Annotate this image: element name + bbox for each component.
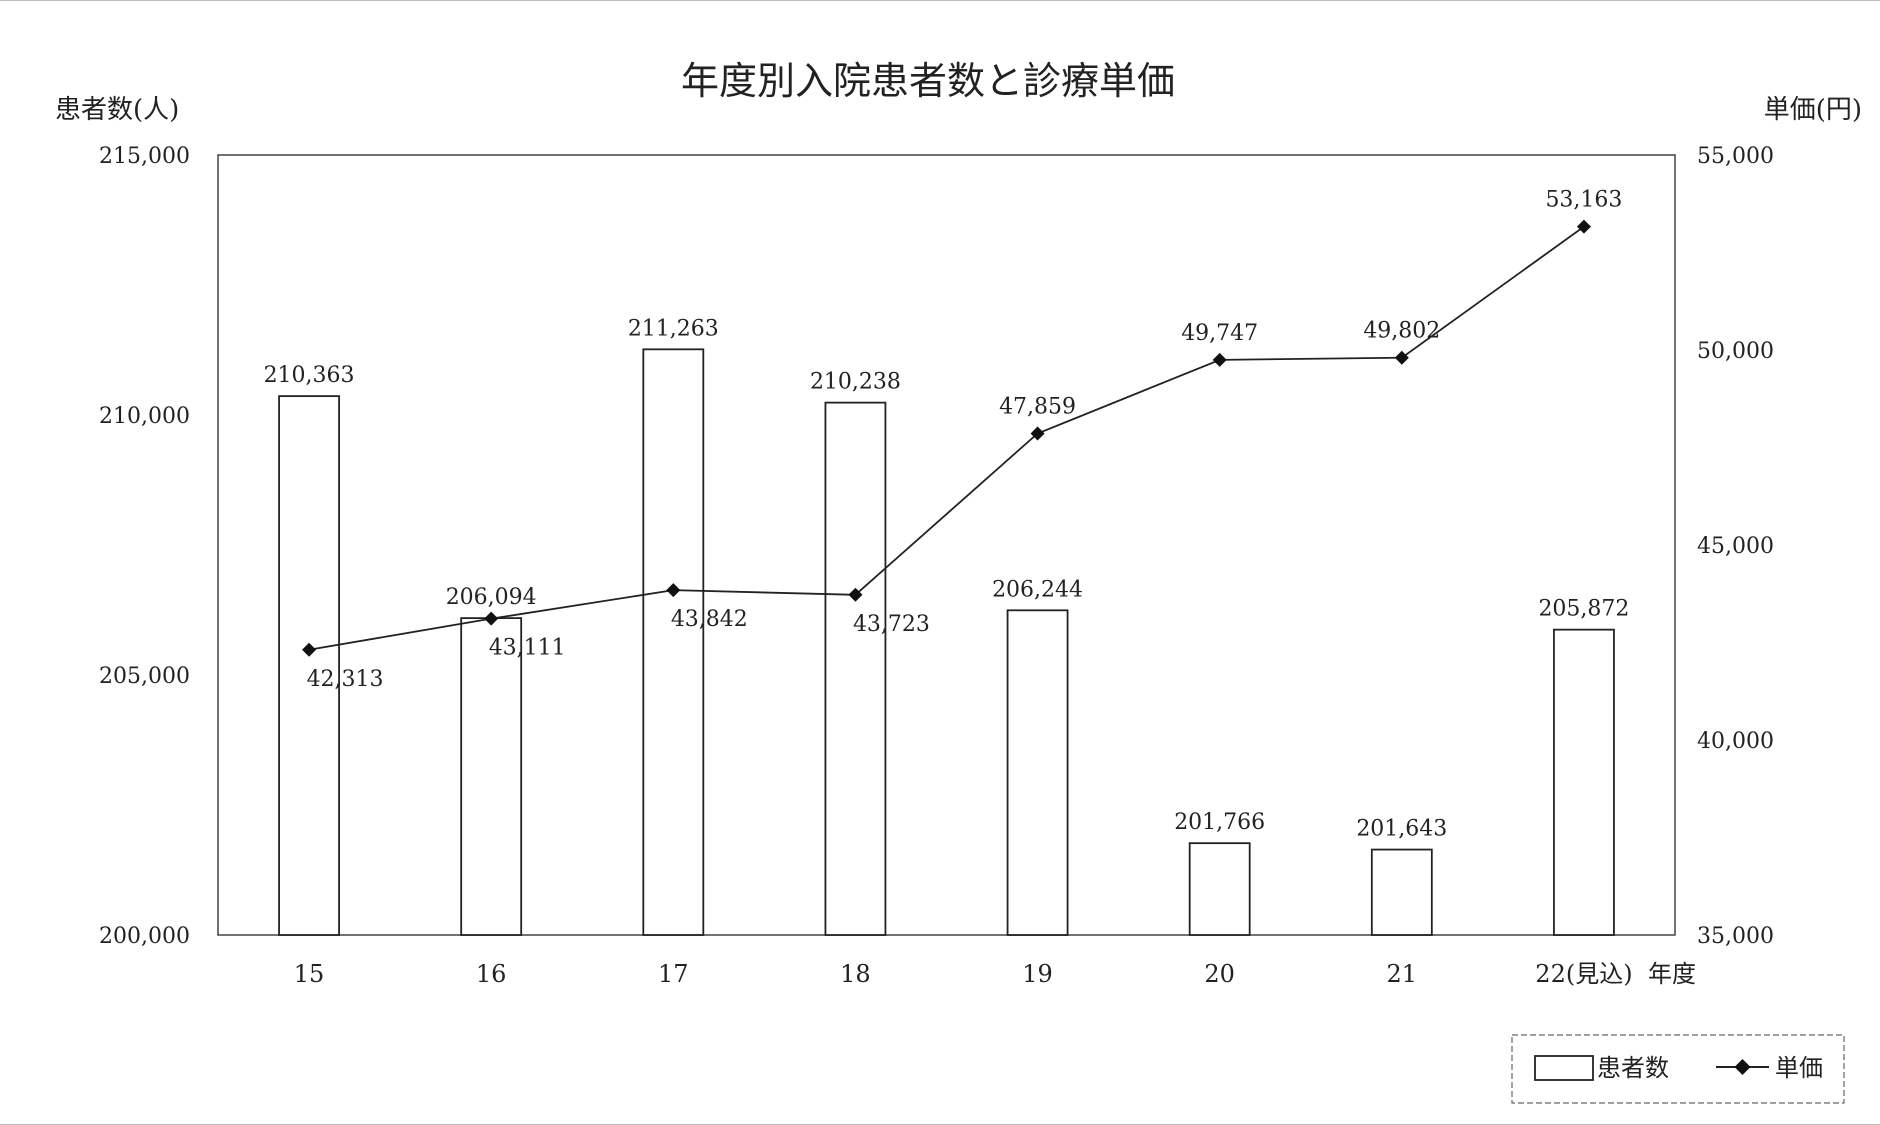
price-marker [1212,352,1227,367]
bar-value-label: 210,363 [264,363,355,388]
legend-diamond-marker [1734,1059,1751,1075]
bar-data-labels: 210,363 206,094 211,263 210,238 206,244 201,7… [264,316,1630,841]
bar [278,395,340,936]
bar [824,401,887,936]
price-value-label: 49,802 [1363,319,1440,344]
price-marker [1394,350,1409,365]
bar [1188,842,1251,936]
plot-area [217,154,1676,936]
line-series [302,219,1591,657]
right-tick-label: 35,000 [1697,924,1774,949]
price-marker [848,587,863,602]
x-tick-label: 18 [840,960,871,988]
bar-value-label: 201,766 [1174,810,1265,835]
price-value-label: 43,723 [853,612,930,637]
bar-value-label: 201,643 [1356,817,1447,842]
bar-value-label: 211,263 [628,316,719,341]
price-marker [1576,219,1591,234]
price-value-label: 49,747 [1181,321,1258,346]
price-value-label: 47,859 [999,394,1076,419]
price-value-label: 42,313 [307,667,384,692]
right-tick-label: 45,000 [1697,534,1774,559]
price-value-label: 53,163 [1545,188,1622,213]
bar [1006,609,1069,936]
price-marker [666,583,681,598]
bar-value-label: 206,244 [992,577,1083,602]
x-tick-label: 15 [294,960,325,988]
x-axis-label: 年度 [1648,960,1696,988]
bar [1553,628,1615,936]
price-line [308,225,1585,651]
left-tick-label: 215,000 [99,144,190,169]
legend-bar-swatch [1534,1055,1594,1081]
left-tick-label: 205,000 [99,664,190,689]
line-data-labels: 42,313 43,111 43,842 43,723 47,859 49,747 49,8… [307,188,1623,692]
price-marker [1030,426,1045,441]
bar-series [278,348,1615,936]
bar-value-label: 210,238 [810,370,901,395]
x-tick-label: 16 [476,960,507,988]
right-tick-label: 50,000 [1697,339,1774,364]
x-tick-label: 17 [658,960,689,988]
legend-bar-label: 患者数 [1597,1054,1669,1082]
x-axis-ticks: 15 16 17 18 19 20 21 22(見込) [294,960,1633,988]
price-value-label: 43,842 [671,607,748,632]
x-tick-label: 19 [1022,960,1053,988]
bar-value-label: 205,872 [1538,597,1629,622]
right-tick-label: 55,000 [1697,144,1774,169]
x-tick-label: 21 [1387,960,1418,988]
price-value-label: 43,111 [489,636,566,661]
chart-title: 年度別入院患者数と診療単価 [681,59,1175,103]
legend: 患者数 単価 [1511,1034,1845,1104]
right-axis-label: 単価(円) [1764,95,1862,125]
right-axis-ticks: 35,000 40,000 45,000 50,000 55,000 [1697,144,1774,949]
legend-line-label: 単価 [1775,1054,1823,1082]
right-tick-label: 40,000 [1697,729,1774,754]
price-marker [484,611,499,626]
bar [1370,848,1433,936]
price-marker [302,642,317,657]
bar [460,617,523,936]
x-tick-label: 20 [1204,960,1235,988]
x-tick-label: 22(見込) [1535,960,1632,988]
left-axis-ticks: 200,000 205,000 210,000 215,000 [99,144,190,949]
bar-value-label: 206,094 [446,585,537,610]
left-tick-label: 210,000 [99,404,190,429]
left-axis-label: 患者数(人) [55,95,179,125]
bar [642,348,705,936]
left-tick-label: 200,000 [99,924,190,949]
